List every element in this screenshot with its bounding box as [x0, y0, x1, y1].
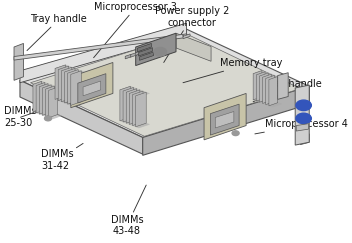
Polygon shape	[71, 71, 81, 105]
Polygon shape	[278, 73, 288, 99]
Polygon shape	[14, 43, 24, 80]
Text: Tray handle: Tray handle	[27, 14, 87, 51]
Polygon shape	[137, 43, 151, 52]
Polygon shape	[176, 33, 211, 61]
Polygon shape	[71, 62, 113, 108]
Polygon shape	[263, 74, 271, 104]
Polygon shape	[31, 34, 301, 136]
Circle shape	[44, 116, 51, 121]
Polygon shape	[301, 86, 309, 106]
Polygon shape	[61, 67, 72, 102]
Polygon shape	[123, 87, 133, 122]
Polygon shape	[269, 77, 278, 106]
Polygon shape	[266, 75, 275, 105]
Polygon shape	[256, 72, 265, 101]
Polygon shape	[136, 33, 176, 66]
Text: Tray handle: Tray handle	[253, 79, 322, 102]
Polygon shape	[58, 66, 69, 101]
Polygon shape	[126, 89, 137, 123]
Polygon shape	[183, 34, 190, 39]
Text: Microprocessor 3: Microprocessor 3	[94, 2, 177, 58]
Circle shape	[232, 131, 239, 136]
Polygon shape	[20, 80, 143, 154]
Text: DIMMs
25-30: DIMMs 25-30	[4, 106, 37, 128]
Polygon shape	[130, 90, 140, 124]
Polygon shape	[215, 112, 234, 128]
Polygon shape	[55, 65, 65, 99]
Polygon shape	[120, 86, 131, 121]
Text: Memory tray: Memory tray	[183, 58, 282, 83]
Polygon shape	[39, 84, 48, 114]
Polygon shape	[14, 34, 187, 60]
Polygon shape	[64, 69, 75, 103]
Polygon shape	[131, 52, 137, 57]
Polygon shape	[125, 54, 132, 59]
Polygon shape	[136, 51, 142, 55]
Text: DIMMs
31-42: DIMMs 31-42	[41, 143, 83, 171]
Polygon shape	[49, 87, 57, 118]
Polygon shape	[296, 124, 309, 131]
Text: Microprocessor 4: Microprocessor 4	[255, 119, 348, 134]
Polygon shape	[33, 81, 42, 112]
Polygon shape	[301, 86, 309, 145]
Polygon shape	[132, 91, 143, 126]
Polygon shape	[136, 92, 146, 127]
Polygon shape	[204, 93, 246, 140]
Circle shape	[296, 113, 311, 124]
Polygon shape	[45, 86, 54, 116]
Polygon shape	[253, 70, 262, 100]
Text: Power supply 2
connector: Power supply 2 connector	[155, 6, 229, 62]
Polygon shape	[20, 23, 187, 83]
Polygon shape	[78, 74, 106, 103]
Polygon shape	[20, 29, 309, 138]
Circle shape	[154, 47, 166, 56]
Polygon shape	[295, 85, 309, 145]
Polygon shape	[43, 85, 51, 115]
Polygon shape	[139, 52, 153, 60]
Circle shape	[296, 100, 311, 111]
Polygon shape	[259, 73, 268, 102]
Polygon shape	[138, 48, 152, 56]
Polygon shape	[36, 82, 45, 113]
Text: DIMMs
43-48: DIMMs 43-48	[111, 185, 146, 236]
Polygon shape	[83, 81, 101, 96]
Polygon shape	[68, 69, 78, 104]
Polygon shape	[210, 104, 239, 135]
Polygon shape	[143, 86, 309, 155]
